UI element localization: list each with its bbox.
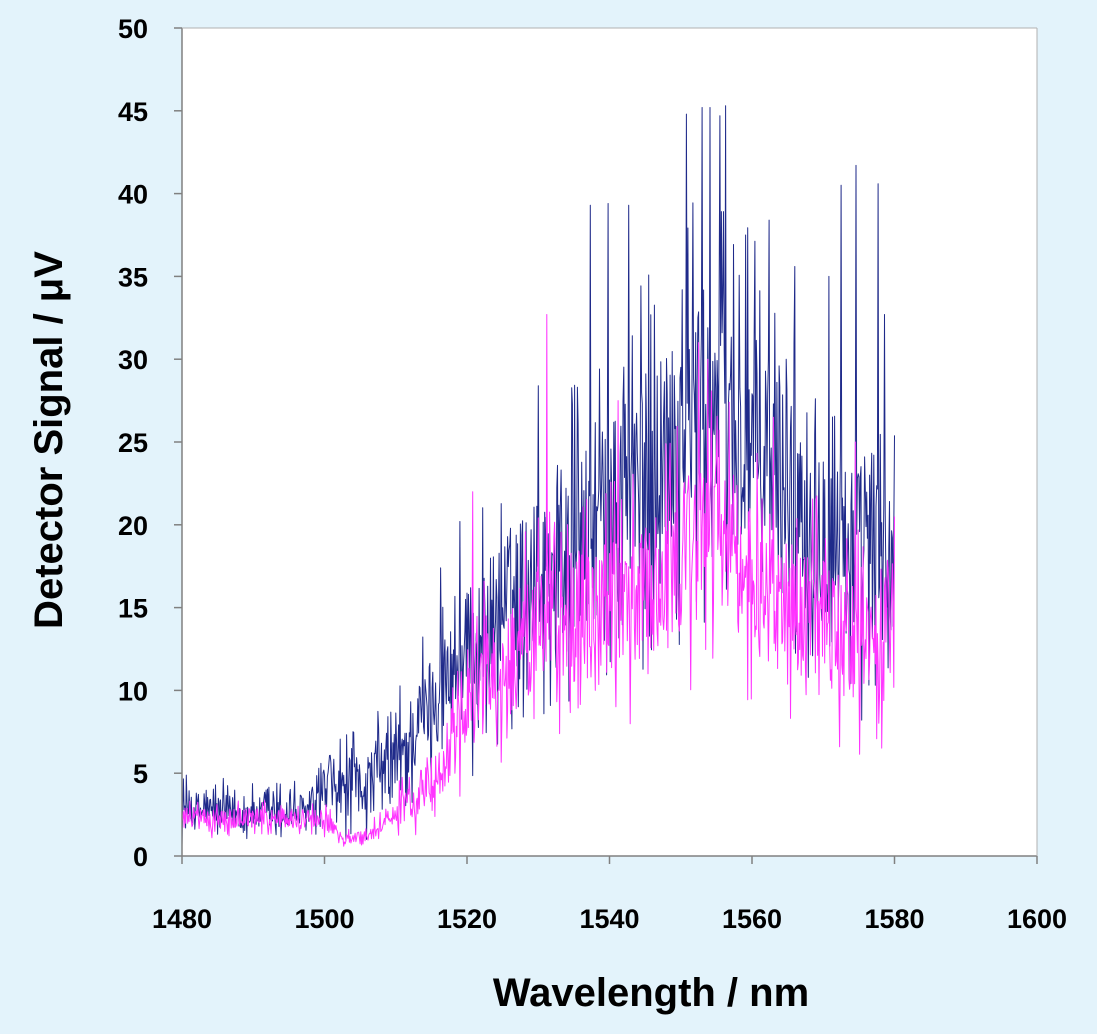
x-tick-label: 1580 (864, 904, 924, 934)
series-line-blue (181, 105, 895, 846)
series-line-magenta (181, 314, 895, 847)
x-tick-label: 1540 (579, 904, 639, 934)
y-tick-label: 20 (118, 511, 148, 541)
x-tick-label: 1520 (437, 904, 497, 934)
y-tick-label: 30 (118, 345, 148, 375)
y-tick-label: 50 (118, 14, 148, 44)
x-tick-label: 1560 (722, 904, 782, 934)
x-tick-label: 1500 (294, 904, 354, 934)
y-tick-label: 5 (133, 759, 148, 789)
y-tick-label: 45 (118, 97, 148, 127)
y-tick-label: 15 (118, 594, 148, 624)
x-tick-label: 1480 (152, 904, 212, 934)
x-tick-label: 1600 (1007, 904, 1067, 934)
y-tick-label: 0 (133, 842, 148, 872)
y-tick-label: 35 (118, 262, 148, 292)
series-layer (181, 105, 895, 847)
x-axis-title: Wavelength / nm (493, 971, 809, 1015)
plot-area (182, 28, 1037, 856)
ticks-layer: 1480 1500 1520 1540 1560 1580 1600051015202530… (118, 14, 1067, 934)
y-tick-label: 10 (118, 676, 148, 706)
y-axis-title: Detector Signal / μV (27, 251, 71, 629)
y-tick-label: 40 (118, 180, 148, 210)
y-tick-label: 25 (118, 428, 148, 458)
